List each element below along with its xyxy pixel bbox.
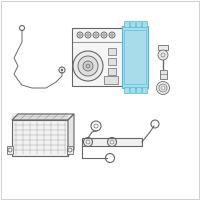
Circle shape bbox=[78, 56, 98, 76]
Bar bbox=[67, 146, 73, 154]
Polygon shape bbox=[68, 114, 74, 156]
Bar bbox=[136, 21, 140, 27]
Circle shape bbox=[85, 32, 91, 38]
Bar bbox=[130, 21, 134, 27]
Bar bbox=[124, 87, 128, 93]
Circle shape bbox=[93, 32, 99, 38]
Bar bbox=[142, 87, 146, 93]
Bar bbox=[142, 21, 146, 27]
Bar bbox=[124, 30, 146, 84]
Circle shape bbox=[156, 82, 170, 95]
Polygon shape bbox=[12, 114, 74, 120]
Polygon shape bbox=[82, 138, 142, 146]
Bar bbox=[122, 26, 148, 88]
Circle shape bbox=[111, 34, 113, 36]
Bar bbox=[108, 68, 116, 75]
Circle shape bbox=[109, 32, 115, 38]
Bar bbox=[108, 48, 116, 55]
Circle shape bbox=[95, 34, 97, 36]
Bar bbox=[136, 87, 140, 93]
Bar bbox=[124, 21, 128, 27]
Circle shape bbox=[87, 34, 89, 36]
Circle shape bbox=[79, 34, 81, 36]
Bar bbox=[108, 58, 116, 65]
Circle shape bbox=[159, 84, 167, 92]
Circle shape bbox=[83, 61, 93, 71]
Circle shape bbox=[86, 64, 90, 68]
Bar bbox=[7, 146, 13, 154]
Circle shape bbox=[73, 51, 103, 81]
Bar bbox=[12, 120, 68, 156]
Circle shape bbox=[103, 34, 105, 36]
Circle shape bbox=[61, 69, 63, 71]
Circle shape bbox=[101, 32, 107, 38]
Bar bbox=[104, 76, 118, 84]
Bar bbox=[158, 45, 168, 50]
Bar bbox=[72, 28, 124, 86]
Circle shape bbox=[77, 32, 83, 38]
Bar bbox=[160, 70, 166, 79]
Bar bbox=[130, 87, 134, 93]
Circle shape bbox=[158, 50, 168, 60]
